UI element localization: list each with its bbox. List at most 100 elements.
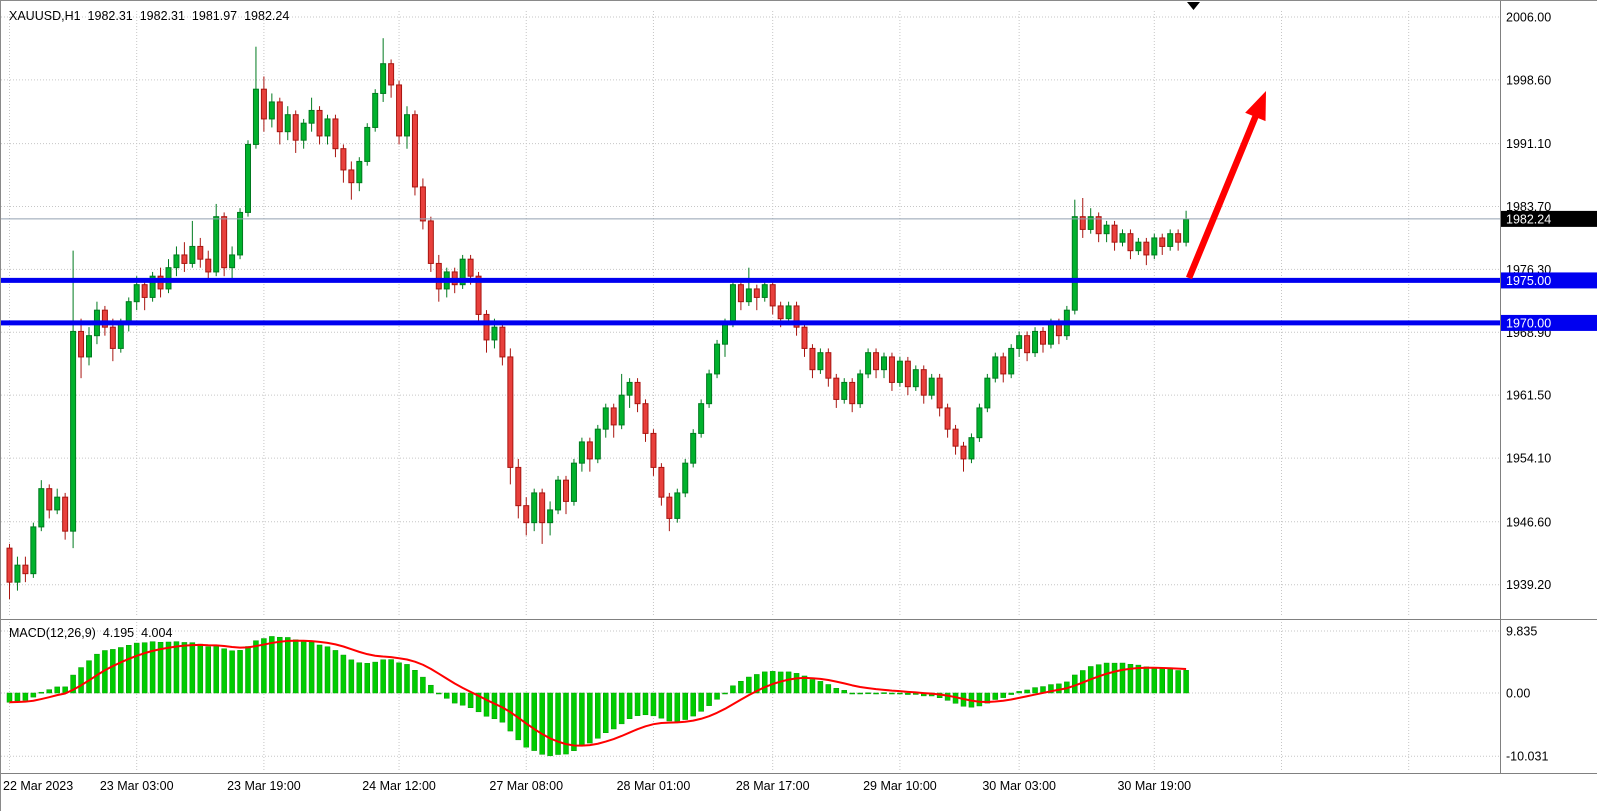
high-value: 1982.31 xyxy=(139,9,185,23)
price-tick-label: 1954.10 xyxy=(1506,452,1551,466)
macd-histogram-bar xyxy=(467,692,474,708)
macd-histogram-bar xyxy=(6,692,13,703)
macd-name: MACD(12,26,9) xyxy=(9,626,96,640)
macd-histogram-bar xyxy=(380,659,386,694)
macd-histogram-bar xyxy=(690,692,696,717)
macd-indicator-label: MACD(12,26,9) 4.195 4.004 xyxy=(9,626,179,640)
macd-histogram-bar xyxy=(70,674,76,694)
panel-borders xyxy=(1,1,1597,774)
macd-histogram-bar xyxy=(1008,692,1014,695)
macd-histogram-bar xyxy=(292,639,299,694)
macd-histogram-bar xyxy=(491,692,498,720)
macd-histogram-bar xyxy=(523,692,529,748)
macd-histogram-bar xyxy=(1175,670,1181,694)
macd-tick-label: 9.835 xyxy=(1506,625,1537,639)
macd-histogram-bar xyxy=(46,689,52,694)
macd-histogram-bar xyxy=(412,670,418,694)
time-axis-label: 28 Mar 01:00 xyxy=(617,779,691,793)
macd-panel[interactable] xyxy=(6,636,1189,757)
time-axis-label: 30 Mar 19:00 xyxy=(1117,779,1191,793)
current-price-badge[interactable]: 1982.24 xyxy=(1501,210,1597,227)
macd-histogram-bar xyxy=(404,664,410,694)
close-value: 1982.24 xyxy=(244,9,290,23)
time-axis-label: 29 Mar 10:00 xyxy=(863,779,937,793)
macd-histogram-bar xyxy=(388,659,394,694)
level-price-badge[interactable]: 1975.00 xyxy=(1501,272,1597,289)
macd-histogram-bar xyxy=(992,692,999,700)
macd-histogram-bar xyxy=(133,642,140,694)
time-axis-label: 24 Mar 12:00 xyxy=(362,779,436,793)
macd-histogram-bar xyxy=(396,662,402,694)
time-axis-label: 27 Mar 08:00 xyxy=(489,779,563,793)
price-tick-label: 2006.00 xyxy=(1506,10,1551,24)
macd-histogram-bar xyxy=(269,636,275,694)
macd-histogram-bar xyxy=(1048,684,1054,694)
macd-signal-line xyxy=(9,639,1187,747)
macd-histogram-bar xyxy=(722,692,728,695)
macd-histogram-bar xyxy=(817,681,824,694)
macd-histogram-bar xyxy=(1159,668,1165,694)
macd-histogram-bar xyxy=(173,641,180,694)
macd-histogram-bar xyxy=(762,671,768,694)
macd-histogram-bar xyxy=(865,692,871,695)
macd-histogram-bar xyxy=(841,690,847,694)
macd-histogram-bar xyxy=(642,692,649,716)
price-axis[interactable]: 2006.001998.601991.101983.701976.301968.… xyxy=(1501,10,1597,764)
macd-histogram-bar xyxy=(984,692,991,704)
macd-histogram-bar xyxy=(221,648,227,694)
macd-histogram-bar xyxy=(889,692,895,695)
open-value: 1982.31 xyxy=(87,9,133,23)
macd-histogram-bar xyxy=(1024,689,1030,694)
macd-histogram-bar xyxy=(1016,691,1022,694)
macd-histogram-bar xyxy=(253,640,259,694)
macd-histogram-bar xyxy=(610,692,617,730)
macd-histogram-bar xyxy=(1167,669,1173,694)
trend-arrow[interactable] xyxy=(1185,1,1266,280)
macd-signal-value: 4.004 xyxy=(141,626,173,640)
macd-histogram-bar xyxy=(157,641,164,694)
macd-histogram-bar xyxy=(547,692,553,757)
macd-histogram-bar xyxy=(149,641,156,694)
time-axis[interactable]: 22 Mar 2023 23 Mar 03:00 23 Mar 19:00 24 Ma… xyxy=(3,779,1191,793)
price-tick-label: 1998.60 xyxy=(1506,73,1551,87)
macd-histogram-bar xyxy=(531,692,537,751)
macd-histogram-bar xyxy=(1135,664,1142,694)
macd-histogram-bar xyxy=(356,662,363,694)
macd-histogram-bar xyxy=(197,643,204,694)
macd-histogram-bar xyxy=(658,692,665,719)
macd-histogram-bar xyxy=(857,692,863,695)
macd-histogram-bar xyxy=(451,692,458,704)
macd-histogram-bar xyxy=(754,674,760,694)
macd-histogram-bar xyxy=(340,654,347,694)
macd-histogram-bar xyxy=(245,646,251,694)
macd-histogram-bar xyxy=(14,692,21,702)
macd-histogram-bar xyxy=(1103,662,1110,694)
macd-histogram-bar xyxy=(165,641,172,694)
chart-shift-marker[interactable] xyxy=(1187,2,1200,10)
macd-histogram-bar xyxy=(769,671,776,694)
macd-histogram-bar xyxy=(714,692,720,700)
macd-histogram-bar xyxy=(897,692,903,695)
macd-main-value: 4.195 xyxy=(102,626,135,640)
horizontal-level-lines[interactable] xyxy=(1,277,1501,326)
macd-histogram-bar xyxy=(682,692,688,720)
macd-histogram-bar xyxy=(428,684,434,694)
ohlc-info: XAUUSD,H1 1982.31 1982.31 1981.97 1982.24 xyxy=(9,9,296,23)
candlestick-series[interactable] xyxy=(6,38,1190,600)
time-axis-label: 30 Mar 03:00 xyxy=(982,779,1056,793)
macd-histogram-bar xyxy=(730,685,736,694)
macd-histogram-bar xyxy=(420,676,426,694)
macd-histogram-bar xyxy=(785,671,792,694)
level-price-badge[interactable]: 1970.00 xyxy=(1501,314,1597,331)
macd-histogram-bar xyxy=(595,692,601,739)
macd-histogram-bar xyxy=(706,692,712,706)
macd-histogram-bar xyxy=(1151,667,1158,694)
macd-histogram-bar xyxy=(324,646,331,694)
macd-histogram-bar xyxy=(436,692,442,695)
price-tick-label: 1983.70 xyxy=(1506,200,1551,214)
macd-histogram-bar xyxy=(30,692,37,698)
macd-histogram-bar xyxy=(237,650,243,694)
price-tick-label: 1939.20 xyxy=(1506,578,1551,592)
